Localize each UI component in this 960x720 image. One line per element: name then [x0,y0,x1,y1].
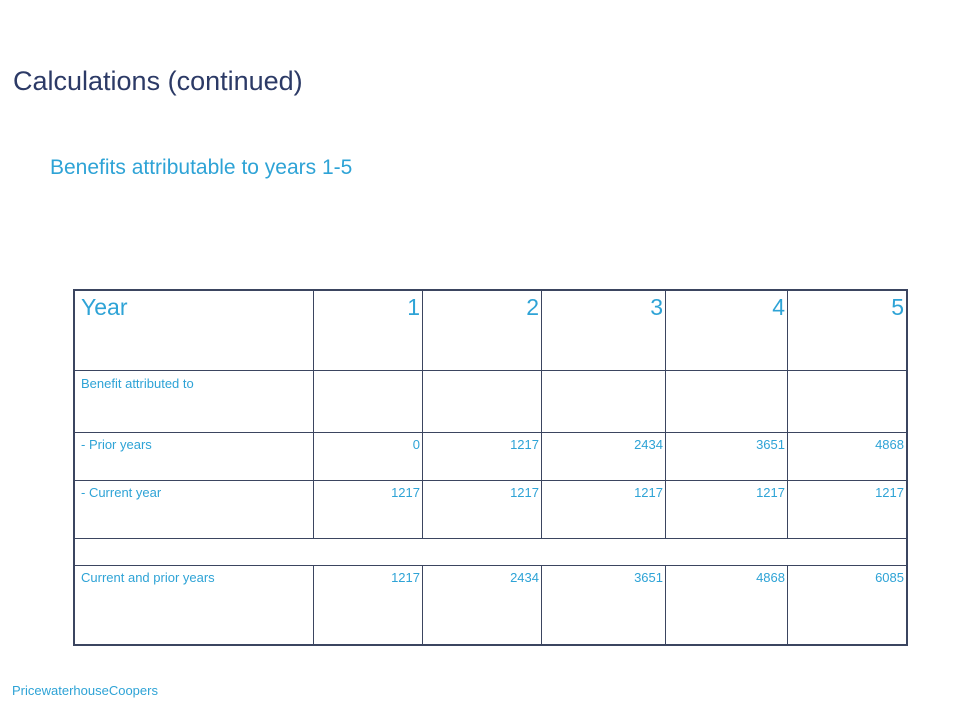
table-cell: 6085 [787,566,906,644]
table-cell: 4868 [787,433,906,481]
header-cell-year: Year [81,294,128,320]
footer-company-name: PricewaterhouseCoopers [12,683,158,698]
table-cell: 1217 [665,481,787,539]
slide-title: Calculations (continued) [13,66,303,96]
benefits-table: Year 1 2 3 4 5 Benefit attributed to - P… [73,289,908,646]
table-cell: 0 [313,433,422,481]
row-label-prior-years: - Prior years [81,437,152,452]
table-cell: 2434 [541,433,665,481]
table-cell: 2434 [422,566,541,644]
header-cell-year-2: 2 [422,291,541,371]
table-cell [665,371,787,433]
table-cell: 4868 [665,566,787,644]
table-cell [541,371,665,433]
header-cell-year-3: 3 [541,291,665,371]
row-label-current-year: - Current year [81,485,162,500]
table-row: - Prior years 0 1217 2434 3651 4868 [75,433,906,481]
table-cell: 1217 [787,481,906,539]
table-cell [422,371,541,433]
table-cell: 1217 [422,433,541,481]
slide-subtitle: Benefits attributable to years 1-5 [50,156,353,179]
table-cell: 1217 [313,481,422,539]
table-cell [313,371,422,433]
header-cell-year-5: 5 [787,291,906,371]
row-label-current-and-prior-years: Current and prior years [81,570,215,585]
table-cell: 3651 [541,566,665,644]
row-label-benefit-attributed-to: Benefit attributed to [81,376,194,391]
header-cell-year-1: 1 [313,291,422,371]
table-cell [787,371,906,433]
table-cell: 1217 [422,481,541,539]
table-row: Current and prior years 1217 2434 3651 4… [75,566,906,644]
header-cell-year-4: 4 [665,291,787,371]
table-header-row: Year 1 2 3 4 5 [75,291,906,371]
table-row: - Current year 1217 1217 1217 1217 1217 [75,481,906,539]
table-cell: 1217 [313,566,422,644]
table-cell: 1217 [541,481,665,539]
table-spacer-row [75,539,906,566]
table-row: Benefit attributed to [75,371,906,433]
table-cell: 3651 [665,433,787,481]
